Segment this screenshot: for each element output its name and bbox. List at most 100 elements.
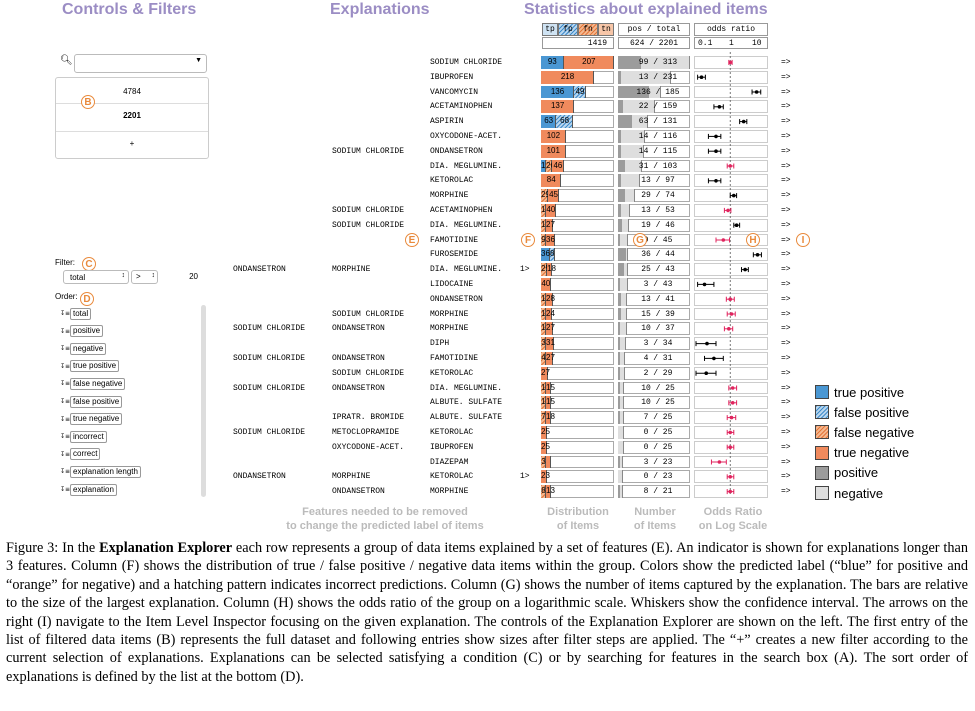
navigate-arrow-icon[interactable]: => [781, 472, 791, 482]
navigate-arrow-icon[interactable]: => [781, 265, 791, 275]
dist-segment-tn[interactable] [546, 455, 551, 469]
order-item[interactable]: ↧≡ false positive [60, 395, 123, 408]
dist-segment-tn[interactable] [546, 204, 556, 217]
dist-segment-fn[interactable] [541, 204, 546, 217]
navigate-arrow-icon[interactable]: => [781, 58, 791, 67]
add-filter-button[interactable]: + [129, 139, 135, 148]
dist-segment-fn[interactable] [541, 485, 546, 498]
navigate-arrow-icon[interactable]: => [781, 250, 791, 260]
order-item[interactable]: ↧≡ incorrect [60, 430, 107, 443]
dist-segment-tp[interactable] [541, 85, 575, 99]
dist-segment-tn[interactable] [541, 144, 566, 158]
dist-segment-fn[interactable] [541, 322, 546, 336]
navigate-arrow-icon[interactable]: => [781, 117, 791, 127]
dist-segment-tn[interactable] [546, 381, 551, 395]
dist-segment-tp[interactable] [541, 56, 564, 69]
dist-segment-fn[interactable] [541, 263, 548, 276]
dist-segment-fn[interactable] [541, 292, 546, 306]
navigate-arrow-icon[interactable]: => [781, 354, 791, 363]
order-item[interactable]: ↧≡ correct [60, 448, 101, 461]
dist-segment-fn[interactable] [541, 337, 546, 350]
dist-segment-fn[interactable] [546, 159, 553, 173]
order-item[interactable]: ↧≡ false negative [60, 377, 126, 390]
dist-head-tp[interactable]: tp [542, 23, 558, 36]
dist-segment-tn[interactable] [546, 292, 553, 306]
filter-list-item[interactable]: 4784 [123, 87, 141, 96]
navigate-arrow-icon[interactable]: => [781, 102, 791, 112]
dist-segment-tn[interactable] [546, 352, 553, 365]
dist-segment-fn[interactable] [541, 233, 546, 247]
navigate-arrow-icon[interactable]: => [781, 72, 791, 82]
dist-segment-tn[interactable] [552, 159, 564, 173]
order-item[interactable]: ↧≡ negative [60, 342, 107, 355]
navigate-arrow-icon[interactable]: => [781, 280, 791, 289]
navigate-arrow-icon[interactable]: => [781, 191, 791, 201]
order-item[interactable]: ↧≡ explanation length [60, 465, 141, 478]
dist-segment-tn[interactable] [546, 307, 552, 321]
navigate-arrow-icon[interactable]: => [781, 206, 791, 215]
navigate-arrow-icon[interactable]: => [781, 324, 791, 334]
order-scrollbar[interactable] [201, 305, 206, 497]
dist-segment-tn[interactable] [548, 189, 559, 202]
dist-segment-tn[interactable] [541, 426, 548, 439]
dist-segment-tn[interactable] [546, 396, 551, 410]
navigate-arrow-icon[interactable]: => [781, 309, 791, 319]
filter-list-item[interactable]: 2201 [123, 111, 141, 120]
dist-segment-tn[interactable] [541, 278, 551, 291]
navigate-arrow-icon[interactable]: => [781, 487, 791, 497]
dist-segment-tn[interactable] [541, 70, 595, 84]
navigate-arrow-icon[interactable]: => [781, 87, 791, 97]
search-input[interactable]: ▼ [74, 54, 207, 73]
filter-operator[interactable]: > ↕ [131, 270, 158, 284]
dist-segment-tn[interactable] [541, 174, 562, 188]
dist-segment-tn[interactable] [541, 366, 548, 380]
dist-segment-fn[interactable] [541, 189, 549, 202]
navigate-arrow-icon[interactable]: => [781, 176, 791, 186]
dist-segment-tp[interactable] [541, 115, 557, 128]
dist-segment-fn[interactable] [541, 381, 546, 395]
dist-head-tn[interactable]: tn [598, 23, 614, 36]
dist-segment-tn[interactable] [541, 130, 566, 143]
filter-select[interactable]: total ↕ [63, 270, 129, 284]
order-item[interactable]: ↧≡ explanation [60, 483, 117, 496]
navigate-arrow-icon[interactable]: => [781, 442, 791, 452]
dist-head-fn[interactable]: fn [578, 23, 598, 36]
navigate-arrow-icon[interactable]: => [781, 428, 791, 437]
navigate-arrow-icon[interactable]: => [781, 339, 791, 349]
dist-segment-tn[interactable] [563, 56, 614, 69]
dist-segment-fp[interactable] [556, 115, 573, 128]
dist-segment-tn[interactable] [546, 411, 551, 424]
navigate-arrow-icon[interactable]: => [781, 146, 791, 156]
dist-segment-fp[interactable] [549, 248, 555, 262]
dist-segment-fn[interactable] [541, 455, 546, 469]
dist-segment-tp[interactable] [541, 159, 546, 173]
navigate-arrow-icon[interactable]: => [781, 161, 791, 171]
navigate-arrow-icon[interactable]: => [781, 398, 791, 408]
navigate-arrow-icon[interactable]: => [781, 294, 791, 304]
navigate-arrow-icon[interactable]: => [781, 457, 791, 467]
dist-segment-fn[interactable] [541, 411, 546, 424]
dist-segment-fn[interactable] [541, 352, 546, 365]
order-item[interactable]: ↧≡ positive [60, 325, 104, 338]
dist-segment-fn[interactable] [541, 218, 546, 232]
navigate-arrow-icon[interactable]: => [781, 413, 791, 423]
dist-segment-tn[interactable] [547, 263, 553, 276]
dist-segment-tn[interactable] [541, 440, 548, 454]
order-item[interactable]: ↧≡ true positive [60, 360, 120, 373]
dist-segment-tn[interactable] [541, 100, 575, 114]
navigate-arrow-icon[interactable]: => [781, 368, 791, 378]
order-item[interactable]: ↧≡ total [60, 307, 92, 320]
chevron-down-icon[interactable]: ▼ [195, 57, 202, 64]
dist-segment-tp[interactable] [541, 248, 550, 262]
navigate-arrow-icon[interactable]: => [781, 383, 791, 393]
dist-segment-tn[interactable] [546, 322, 553, 336]
order-item[interactable]: ↧≡ true negative [60, 413, 123, 426]
dist-segment-fn[interactable] [541, 396, 546, 410]
dist-segment-tn[interactable] [546, 218, 553, 232]
navigate-arrow-icon[interactable]: => [781, 132, 791, 141]
dist-head-fp[interactable]: fp [558, 23, 578, 36]
dist-segment-tn[interactable] [546, 233, 555, 247]
dist-segment-tn[interactable] [546, 485, 551, 498]
navigate-arrow-icon[interactable]: => [781, 235, 791, 245]
dist-segment-tn[interactable] [541, 470, 547, 484]
